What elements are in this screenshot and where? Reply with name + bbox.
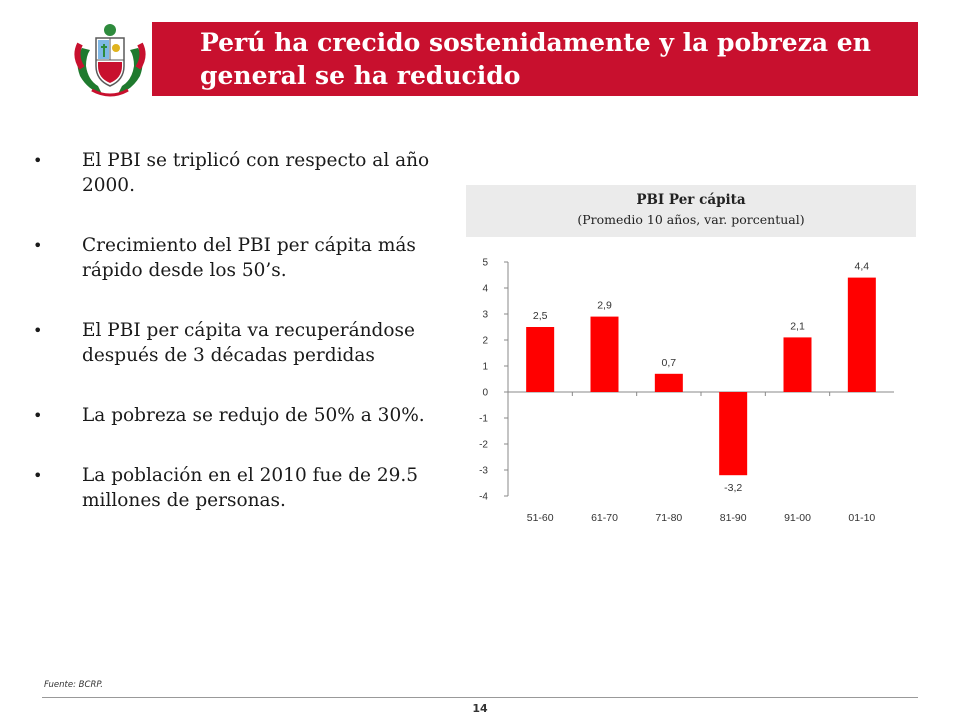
x-tick-label: 51-60	[527, 512, 554, 524]
bullet-item: • La población en el 2010 fue de 29.5 mil…	[30, 463, 430, 513]
x-tick-label: 01-10	[848, 512, 875, 524]
y-tick-label: 4	[482, 284, 488, 295]
bullet-item: • La pobreza se redujo de 50% a 30%.	[30, 403, 430, 428]
footer-divider	[42, 697, 918, 698]
y-tick-label: 3	[482, 310, 488, 321]
x-tick-label: 91-00	[784, 512, 811, 524]
bar-chart: 5 4 3 2 1 0 -1 -2 -3 -4 2,5 51-60 2,9 61-70 0,7 71-80 -3…	[479, 258, 894, 524]
data-label: 4,4	[855, 261, 870, 273]
page-number: 14	[472, 702, 488, 715]
bullet-icon: •	[33, 406, 43, 425]
bullet-text: Crecimiento del PBI per cápita más rápid…	[82, 235, 416, 281]
y-tick-label: -1	[479, 414, 488, 425]
data-label: 0,7	[662, 357, 677, 369]
peru-coat-of-arms-logo	[74, 24, 146, 97]
y-tick-label: 0	[482, 388, 488, 399]
bar	[590, 316, 619, 392]
data-label: -3,2	[724, 482, 742, 494]
y-tick-label: 5	[482, 258, 488, 269]
bullet-item: • El PBI per cápita va recuperándose desp…	[30, 318, 430, 368]
x-tick-label: 71-80	[655, 512, 682, 524]
bullet-item: • El PBI se triplicó con respecto al año …	[30, 148, 430, 198]
bullet-icon: •	[33, 321, 43, 340]
bullet-icon: •	[33, 466, 43, 485]
chart-title: PBI Per cápita	[636, 192, 746, 208]
data-label: 2,9	[597, 300, 612, 312]
source-note: Fuente: BCRP.	[44, 680, 104, 690]
bullet-text: El PBI se triplicó con respecto al año 2…	[82, 150, 430, 196]
bullet-icon: •	[33, 236, 43, 255]
bar	[654, 373, 683, 392]
bullet-item: • Crecimiento del PBI per cápita más rápi…	[30, 233, 430, 283]
y-tick-label: 2	[482, 336, 488, 347]
chart-header: PBI Per cápita (Promedio 10 años, var. p…	[466, 185, 916, 237]
title-banner: Perú ha crecido sostenidamente y la pobr…	[152, 22, 918, 96]
x-tick-label: 61-70	[591, 512, 618, 524]
x-tick-label: 81-90	[720, 512, 747, 524]
bullet-text: La población en el 2010 fue de 29.5 mill…	[82, 465, 419, 511]
chart-subtitle: (Promedio 10 años, var. porcentual)	[577, 212, 805, 227]
y-tick-label: -4	[479, 492, 488, 503]
bar	[526, 327, 555, 392]
bullet-list: • El PBI se triplicó con respecto al año …	[30, 148, 430, 548]
y-tick-label: -2	[479, 440, 488, 451]
data-label: 2,1	[790, 320, 805, 332]
bullet-text: El PBI per cápita va recuperándose despu…	[82, 320, 415, 366]
y-tick-label: 1	[482, 362, 488, 373]
bullet-icon: •	[33, 151, 43, 170]
y-tick-label: -3	[479, 466, 488, 477]
slide-title: Perú ha crecido sostenidamente y la pobr…	[200, 28, 871, 90]
bullet-text: La pobreza se redujo de 50% a 30%.	[82, 405, 425, 426]
data-label: 2,5	[533, 310, 548, 322]
bar	[783, 337, 812, 392]
bar	[719, 392, 748, 476]
bar	[847, 277, 876, 392]
